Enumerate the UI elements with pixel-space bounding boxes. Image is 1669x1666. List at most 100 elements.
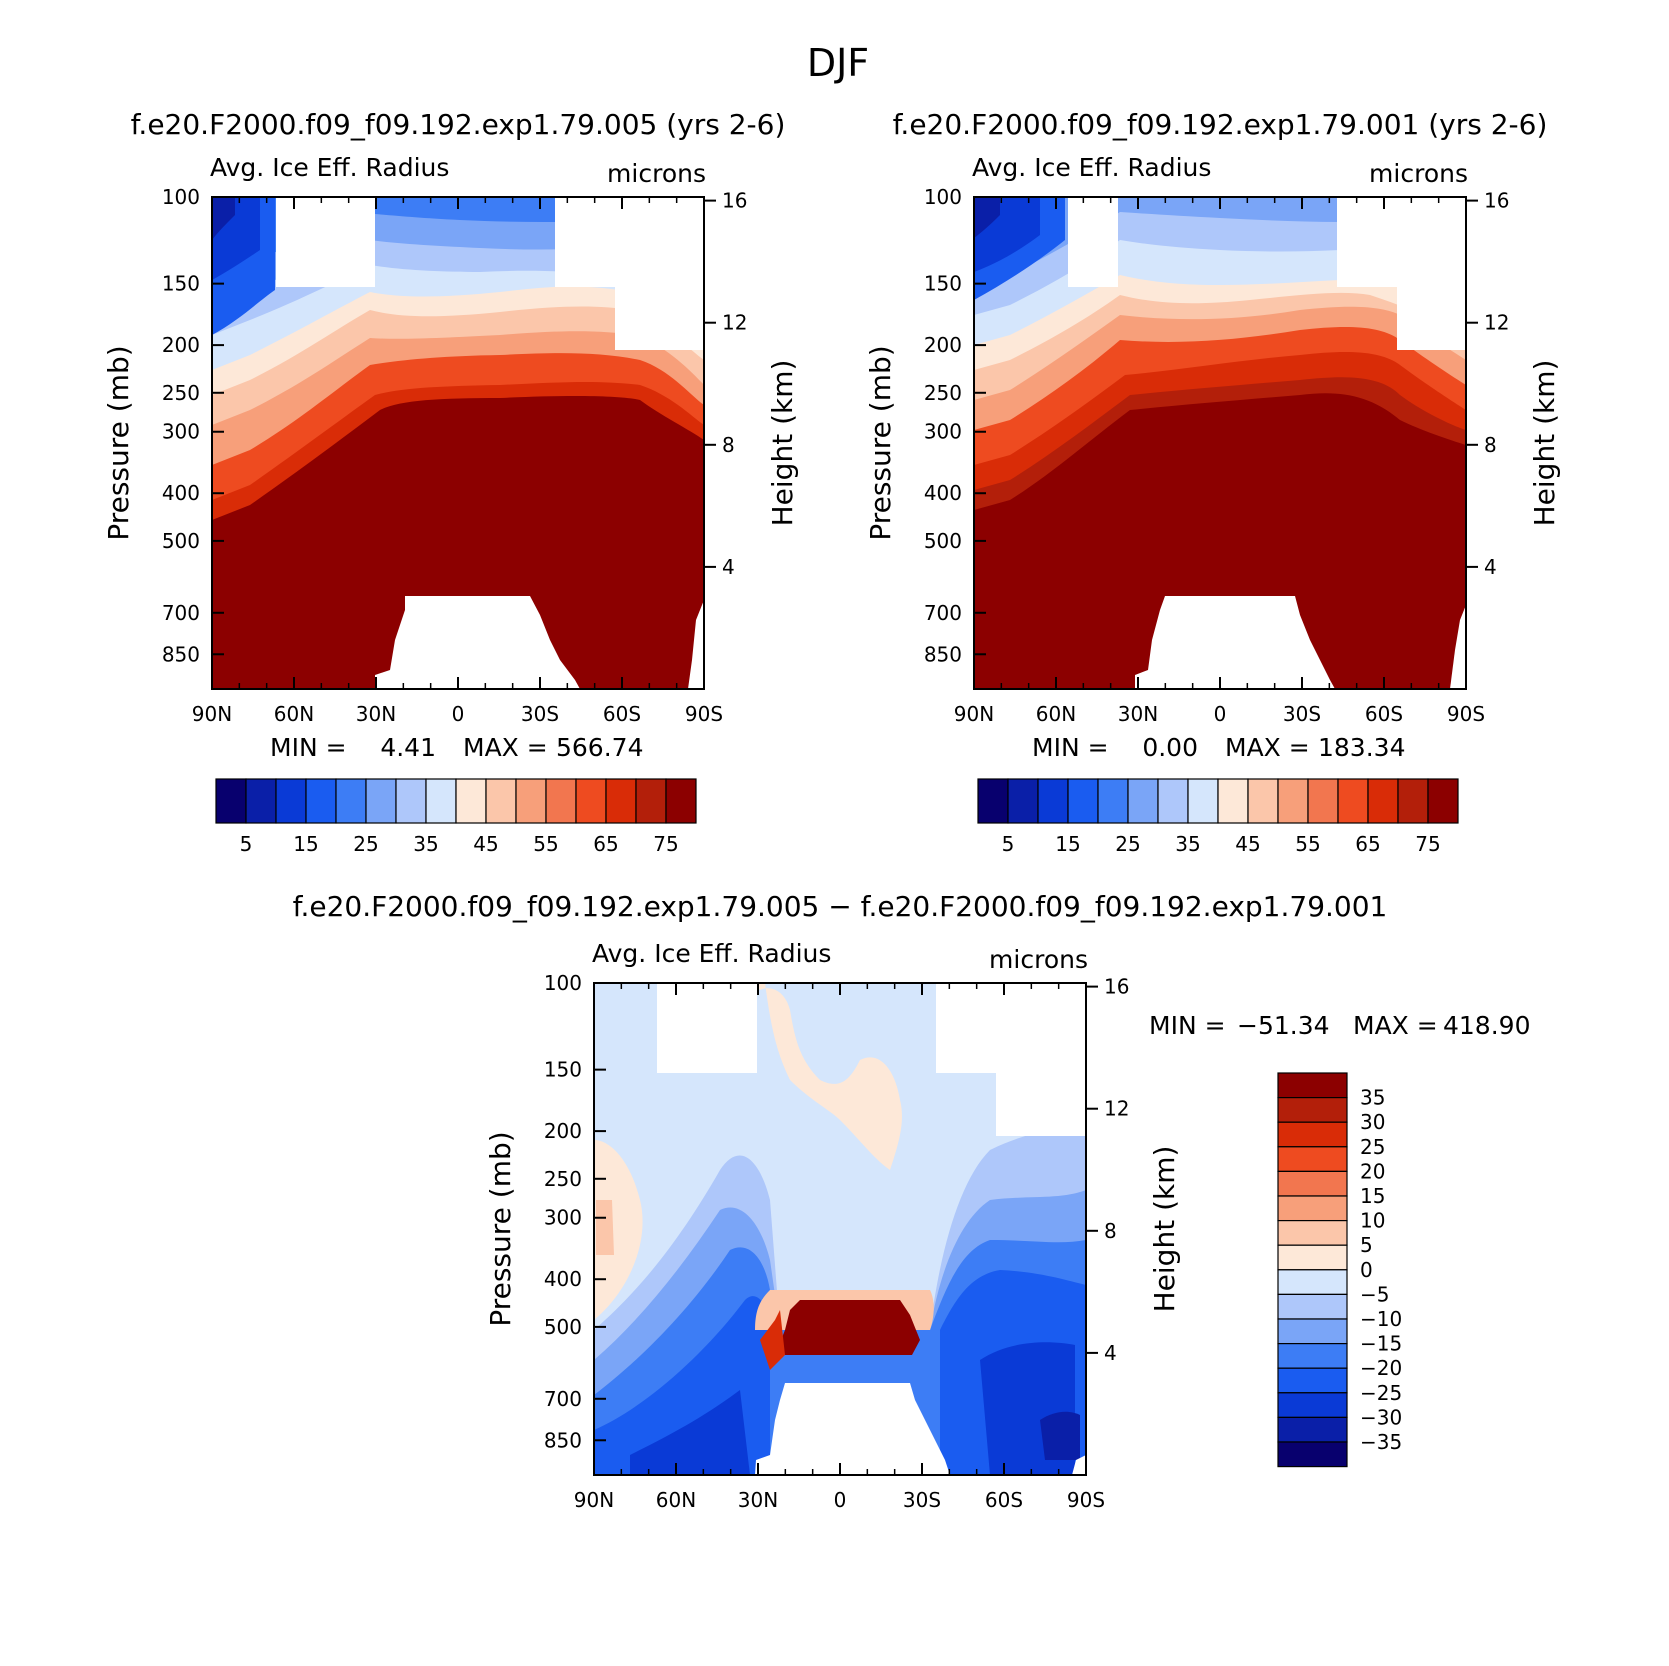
panel-2-colorbar-label: 15 xyxy=(1055,832,1080,856)
panel-3-colorbar-swatch xyxy=(1277,1195,1348,1222)
panel-2-x-tick-label: 0 xyxy=(1214,702,1227,726)
panel-2-ylabel: Pressure (mb) xyxy=(864,345,897,540)
panel-3-y-tick-label: 300 xyxy=(544,1206,582,1230)
panel-1-max-label: MAX = xyxy=(463,733,548,762)
panel-2-colorbar-swatch xyxy=(1007,778,1039,824)
panel-2-height-tick-label: 16 xyxy=(1484,189,1509,213)
panel-1-x-tick-label: 60S xyxy=(603,702,641,726)
panel-1-colorbar-swatch xyxy=(245,778,277,824)
panel-1-axes: 100 150 200 250 300 400 500 700 850 16 12 8 4 90N 60N 3… xyxy=(162,185,748,726)
panel-1-min-value: 4.41 xyxy=(380,733,436,762)
panel-2-colorbar-label: 5 xyxy=(1002,832,1015,856)
panel-1-x-tick-label: 60N xyxy=(274,702,314,726)
panel-1-colorbar-swatch xyxy=(425,778,457,824)
panel-1-y-tick-label: 150 xyxy=(162,272,200,296)
panel-1-colorbar: 5 15 25 35 45 55 65 75 xyxy=(215,778,697,856)
panel-1-height-tick-label: 4 xyxy=(722,555,735,579)
panel-3-colorbar-swatch xyxy=(1277,1121,1348,1148)
panel-3-max-label: MAX = xyxy=(1353,1011,1438,1040)
panel-1-ylabel: Pressure (mb) xyxy=(102,345,135,540)
panel-1-colorbar-swatch xyxy=(485,778,517,824)
panel-2-height-tick-label: 8 xyxy=(1484,433,1497,457)
panel-1-x-tick-label: 90S xyxy=(685,702,723,726)
panel-1-case-title: f.e20.F2000.f09_f09.192.exp1.79.005 (yrs… xyxy=(131,108,786,141)
panel-3-colorbar-swatch xyxy=(1277,1367,1348,1394)
panel-3-band-d xyxy=(596,1200,614,1255)
panel-2-colorbar-label: 25 xyxy=(1115,832,1140,856)
panel-2-colorbar-label: 55 xyxy=(1295,832,1320,856)
panel-3-colorbar-label: 25 xyxy=(1360,1135,1385,1159)
panel-3-band-n xyxy=(775,1300,920,1355)
panel-2-colorbar-swatch xyxy=(977,778,1009,824)
panel-1-colorbar-label: 25 xyxy=(353,832,378,856)
panel-1-missing-edge xyxy=(688,600,704,689)
panel-3-colorbar-swatch xyxy=(1277,1293,1348,1320)
panel-1-colorbar-swatch xyxy=(635,778,667,824)
panel-2-min-value: 0.00 xyxy=(1142,733,1198,762)
panel-1-colorbar-swatch xyxy=(365,778,397,824)
panel-3-missing-edge xyxy=(1072,1455,1086,1475)
panel-3-colorbar-label: −5 xyxy=(1360,1282,1389,1306)
panel-2: f.e20.F2000.f09_f09.192.exp1.79.001 (yrs… xyxy=(864,108,1561,856)
panel-1-band-m xyxy=(212,197,235,240)
panel-1-min-label: MIN = xyxy=(270,733,347,762)
panel-3-missing-a xyxy=(657,983,757,1073)
panel-1-x-tick-label: 0 xyxy=(452,702,465,726)
panel-2-ylabel-right: Height (km) xyxy=(1528,360,1561,527)
panel-3-x-tick-label: 60N xyxy=(656,1488,696,1512)
panel-3-colorbar-label: −20 xyxy=(1360,1356,1402,1380)
panel-3-colorbar-label: −30 xyxy=(1360,1405,1402,1429)
panel-2-x-tick-label: 60N xyxy=(1036,702,1076,726)
panel-1-colorbar-label: 65 xyxy=(593,832,618,856)
panel-3-x-tick-label: 90S xyxy=(1067,1488,1105,1512)
panel-2-x-tick-label: 90S xyxy=(1447,702,1485,726)
panel-3-band-o xyxy=(760,1310,785,1370)
panel-3-ylabel: Pressure (mb) xyxy=(484,1131,517,1326)
panel-1-height-tick-label: 8 xyxy=(722,433,735,457)
panel-2-colorbar-label: 75 xyxy=(1415,832,1440,856)
panel-1-height-tick-label: 12 xyxy=(722,311,747,335)
panel-3-x-tick-label: 30S xyxy=(903,1488,941,1512)
panel-2-y-tick-label: 250 xyxy=(924,381,962,405)
panel-2-y-tick-label: 500 xyxy=(924,529,962,553)
panel-2-colorbar-swatch xyxy=(1277,778,1309,824)
panel-3-missing-surface xyxy=(755,1383,950,1475)
panel-3-x-tick-label: 30N xyxy=(738,1488,778,1512)
panel-2-units: microns xyxy=(1369,159,1468,188)
panel-1: f.e20.F2000.f09_f09.192.exp1.79.005 (yrs… xyxy=(102,108,799,856)
panel-1-missing-b xyxy=(555,197,704,287)
panel-1-units: microns xyxy=(607,159,706,188)
panel-2-colorbar-swatch xyxy=(1157,778,1189,824)
panel-2-missing-c xyxy=(1397,287,1466,350)
panel-2-colorbar-swatch xyxy=(1337,778,1369,824)
panel-3-height-tick-label: 4 xyxy=(1104,1341,1117,1365)
panel-2-colorbar-swatch xyxy=(1247,778,1279,824)
panel-1-x-tick-label: 30N xyxy=(356,702,396,726)
panel-3-colorbar-label: 5 xyxy=(1360,1233,1373,1257)
panel-1-y-tick-label: 100 xyxy=(162,185,200,209)
panel-2-colorbar-swatch xyxy=(1307,778,1339,824)
panel-1-colorbar-label: 35 xyxy=(413,832,438,856)
panel-3-colorbar-label: 15 xyxy=(1360,1184,1385,1208)
panel-1-height-tick-label: 16 xyxy=(722,189,747,213)
panel-2-colorbar-swatch xyxy=(1037,778,1069,824)
panel-2-colorbar: 5 15 25 35 45 55 65 75 xyxy=(977,778,1459,856)
panel-1-colorbar-swatch xyxy=(455,778,487,824)
panel-3-height-tick-label: 16 xyxy=(1104,975,1129,999)
panel-3-colorbar-swatch xyxy=(1277,1392,1348,1419)
panel-1-colorbar-label: 55 xyxy=(533,832,558,856)
panel-2-x-tick-label: 60S xyxy=(1365,702,1403,726)
panel-3-colorbar-label: −35 xyxy=(1360,1430,1402,1454)
panel-2-field xyxy=(974,197,1466,689)
panel-3-field xyxy=(594,983,1086,1475)
panel-3-colorbar-swatch xyxy=(1277,1170,1348,1197)
panel-1-colorbar-swatch xyxy=(515,778,547,824)
panel-3-colorbar-swatch xyxy=(1277,1441,1348,1468)
panel-3-left-title: Avg. Ice Eff. Radius xyxy=(592,939,831,968)
panel-3-y-tick-label: 400 xyxy=(544,1267,582,1291)
panel-2-left-title: Avg. Ice Eff. Radius xyxy=(972,153,1211,182)
panel-3-band-l xyxy=(1040,1411,1080,1460)
panel-2-y-tick-label: 850 xyxy=(924,642,962,666)
